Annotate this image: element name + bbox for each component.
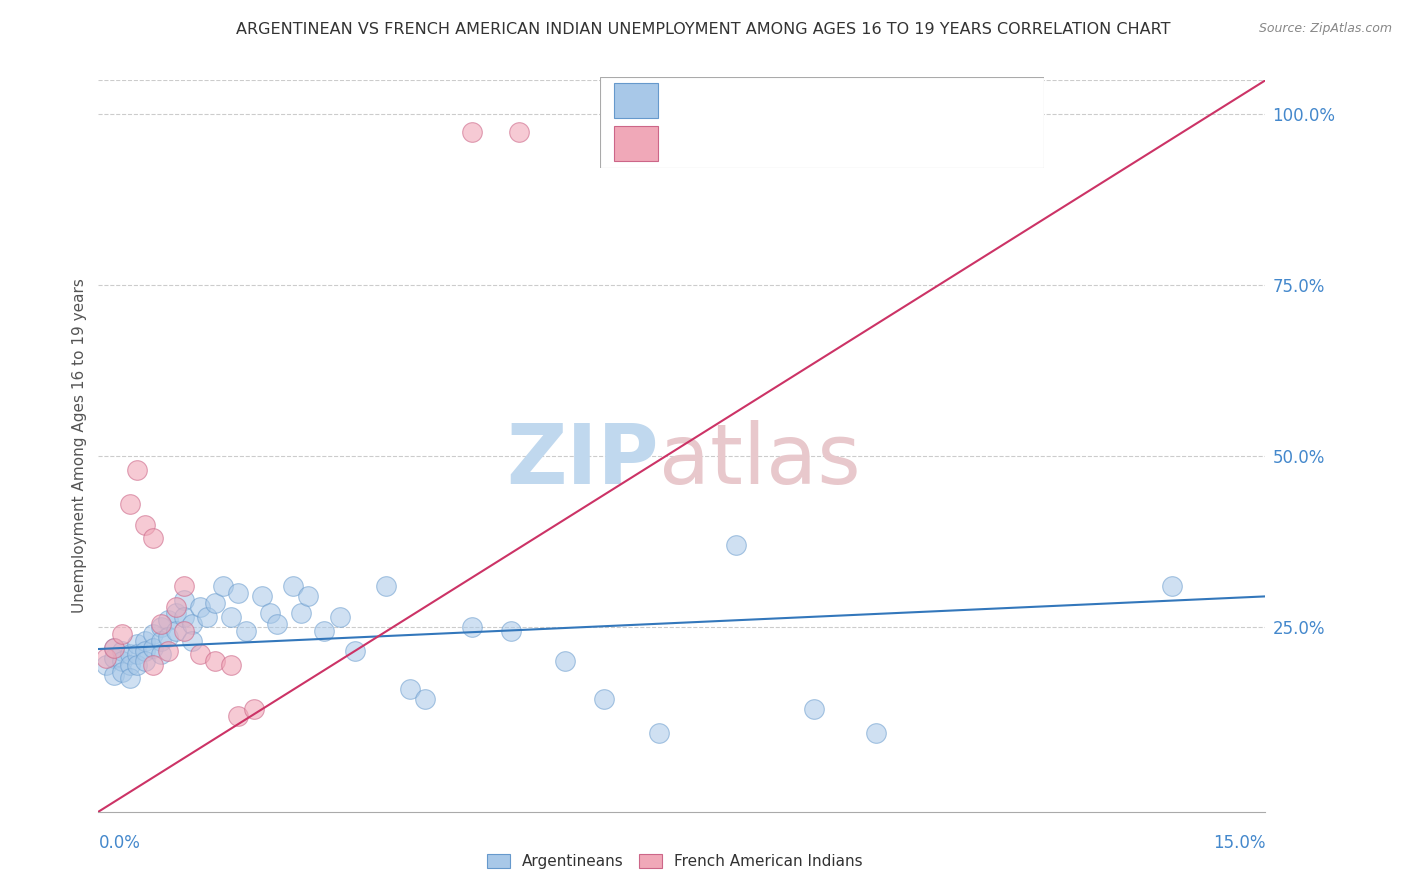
Text: ZIP: ZIP	[506, 420, 658, 501]
Point	[180, 616, 202, 631]
Point	[173, 592, 195, 607]
Point	[134, 654, 156, 668]
Point	[803, 702, 825, 716]
Point	[593, 692, 616, 706]
Point	[118, 497, 141, 511]
Point	[142, 640, 165, 655]
Point	[149, 633, 172, 648]
Point	[204, 654, 226, 668]
Point	[127, 463, 149, 477]
Point	[103, 640, 125, 655]
Point	[118, 648, 141, 662]
Point	[103, 640, 125, 655]
Point	[149, 616, 172, 631]
Point	[250, 590, 273, 604]
Point	[142, 657, 165, 672]
Point	[157, 644, 180, 658]
Point	[266, 616, 288, 631]
Point	[96, 657, 118, 672]
Point	[188, 648, 211, 662]
Point	[173, 624, 195, 638]
Y-axis label: Unemployment Among Ages 16 to 19 years: Unemployment Among Ages 16 to 19 years	[72, 278, 87, 614]
Text: 15.0%: 15.0%	[1213, 834, 1265, 852]
Point	[118, 672, 141, 686]
Text: ARGENTINEAN VS FRENCH AMERICAN INDIAN UNEMPLOYMENT AMONG AGES 16 TO 19 YEARS COR: ARGENTINEAN VS FRENCH AMERICAN INDIAN UN…	[236, 22, 1170, 37]
Point	[228, 709, 250, 723]
Point	[297, 590, 319, 604]
Point	[157, 631, 180, 645]
Point	[127, 637, 149, 651]
Text: Source: ZipAtlas.com: Source: ZipAtlas.com	[1258, 22, 1392, 36]
Legend: Argentineans, French American Indians: Argentineans, French American Indians	[481, 848, 869, 875]
Point	[142, 531, 165, 545]
Point	[235, 624, 257, 638]
Point	[212, 579, 235, 593]
Point	[1161, 579, 1184, 593]
Point	[127, 657, 149, 672]
Point	[188, 599, 211, 614]
Point	[195, 610, 218, 624]
Point	[142, 627, 165, 641]
Point	[103, 651, 125, 665]
Point	[165, 624, 187, 638]
Point	[134, 517, 156, 532]
Point	[204, 596, 226, 610]
Point	[103, 668, 125, 682]
Point	[180, 633, 202, 648]
Point	[149, 620, 172, 634]
Point	[344, 644, 367, 658]
Point	[375, 579, 398, 593]
Point	[134, 633, 156, 648]
Point	[508, 124, 530, 138]
Point	[111, 644, 134, 658]
Point	[499, 624, 522, 638]
Point	[134, 644, 156, 658]
Point	[165, 607, 187, 621]
Point	[290, 607, 312, 621]
Point	[96, 651, 118, 665]
Point	[312, 624, 335, 638]
Point	[165, 599, 187, 614]
Point	[461, 620, 484, 634]
Point	[219, 610, 242, 624]
Point	[173, 579, 195, 593]
Point	[243, 702, 266, 716]
Point	[111, 665, 134, 679]
Point	[329, 610, 352, 624]
Point	[173, 610, 195, 624]
Point	[111, 627, 134, 641]
Point	[228, 586, 250, 600]
Point	[647, 726, 669, 740]
Point	[149, 648, 172, 662]
Point	[554, 654, 576, 668]
Point	[461, 124, 484, 138]
Point	[725, 538, 748, 552]
Text: atlas: atlas	[658, 420, 860, 501]
Point	[219, 657, 242, 672]
Point	[157, 613, 180, 627]
Point	[127, 648, 149, 662]
Point	[413, 692, 436, 706]
Point	[865, 726, 887, 740]
Point	[118, 657, 141, 672]
Point	[281, 579, 304, 593]
Point	[259, 607, 281, 621]
Point	[111, 654, 134, 668]
Text: 0.0%: 0.0%	[98, 834, 141, 852]
Point	[398, 681, 420, 696]
